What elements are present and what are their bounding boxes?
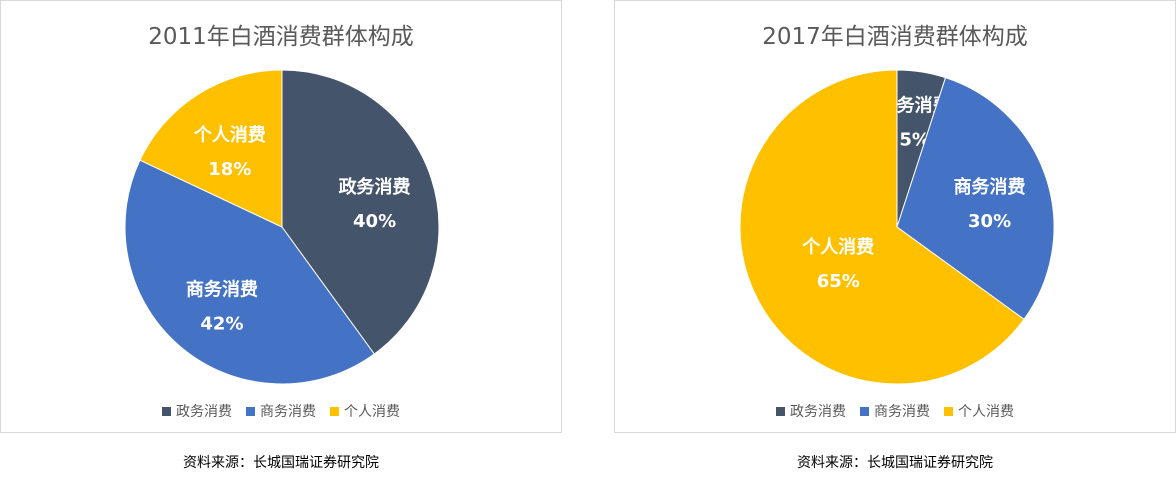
chart-title: 2011年白酒消费群体构成 [148, 24, 414, 50]
slice-value-label: 65% [817, 271, 860, 292]
legend-label: 个人消费 [958, 404, 1014, 420]
legend-swatch-personal [944, 406, 953, 416]
slice-business [896, 77, 1055, 320]
legend-item-gov: 政务消费 [776, 401, 846, 421]
legend-swatch-gov [162, 406, 171, 416]
slice-value-label: 40% [353, 211, 396, 232]
legend-label: 政务消费 [176, 404, 232, 420]
source-note: 资料来源：长城国瑞证券研究院 [797, 455, 993, 471]
slice-category-label: 个人消费 [801, 236, 874, 258]
legend-label: 商务消费 [260, 404, 316, 420]
chart-legend: 政务消费 商务消费 个人消费 [1, 401, 561, 421]
legend-item-personal: 个人消费 [330, 401, 400, 421]
slice-category-label: 商务消费 [186, 279, 258, 301]
legend-item-business: 商务消费 [860, 401, 930, 421]
slice-category-label: 个人消费 [193, 124, 266, 146]
legend-swatch-business [860, 406, 869, 416]
pie-chart-2011: 政务消费 40% 商务消费 42% 个人消费 18% [124, 69, 440, 385]
legend-swatch-gov [776, 406, 785, 416]
chart-title: 2017年白酒消费群体构成 [762, 24, 1028, 50]
legend-label: 政务消费 [790, 404, 846, 420]
slice-personal [739, 69, 1025, 385]
chart-legend: 政务消费 商务消费 个人消费 [615, 401, 1175, 421]
legend-label: 商务消费 [874, 404, 930, 420]
slice-personal [139, 69, 283, 228]
slice-business [124, 159, 375, 385]
legend-swatch-business [246, 406, 255, 416]
legend-swatch-personal [330, 406, 339, 416]
slice-gov [281, 69, 440, 355]
slice-value-label: 18% [208, 159, 251, 180]
slice-value-label: 30% [968, 211, 1011, 232]
slice-category-label: 政务消费 [339, 176, 411, 198]
legend-item-gov: 政务消费 [162, 401, 232, 421]
legend-item-personal: 个人消费 [944, 401, 1014, 421]
chart-panel-2017: 2017年白酒消费群体构成 政务消费 5% 商务消费 30% 个人消费 65% 政务消费 … [614, 0, 1176, 433]
legend-item-business: 商务消费 [246, 401, 316, 421]
source-note: 资料来源：长城国瑞证券研究院 [183, 455, 379, 471]
slice-value-label: 5% [899, 129, 930, 150]
chart-panel-2011: 2011年白酒消费群体构成 政务消费 40% 商务消费 42% 个人消费 18% 政务消费… [0, 0, 562, 433]
slice-category-label: 商务消费 [954, 176, 1026, 198]
slice-value-label: 42% [200, 314, 243, 335]
legend-label: 个人消费 [344, 404, 400, 420]
